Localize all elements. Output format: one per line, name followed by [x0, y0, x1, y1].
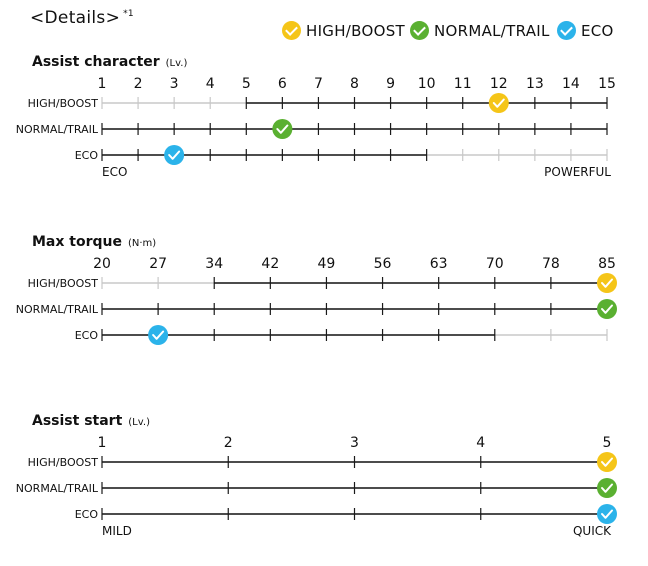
chart-title: Assist start (Lv.): [32, 413, 150, 429]
level-marker: [164, 145, 185, 165]
tick-label: 7: [314, 76, 323, 92]
row-label: ECO: [75, 329, 99, 342]
tick-label: 13: [526, 76, 544, 92]
legend-item-normal-trail: NORMAL/TRAIL: [410, 21, 550, 40]
check-icon: [601, 457, 613, 467]
scale-end-right: QUICK: [573, 524, 612, 538]
tick-label: 85: [598, 256, 616, 272]
tick-label: 78: [542, 256, 560, 272]
level-marker: [272, 119, 293, 139]
tick-label: 14: [562, 76, 580, 92]
check-icon: [410, 21, 429, 40]
row-label: NORMAL/TRAIL: [16, 482, 99, 495]
check-icon: [601, 509, 613, 519]
tick-label: 20: [93, 256, 111, 272]
level-marker: [597, 478, 617, 498]
legend-label: NORMAL/TRAIL: [434, 21, 550, 40]
check-icon: [601, 278, 613, 288]
check-icon: [276, 124, 289, 134]
tick-label: 3: [350, 435, 359, 451]
check-icon: [492, 98, 505, 108]
check-icon: [152, 330, 165, 340]
tick-label: 5: [603, 435, 612, 451]
check-icon: [601, 483, 613, 493]
tick-label: 9: [386, 76, 395, 92]
tick-label: 12: [490, 76, 508, 92]
check-icon: [601, 304, 613, 314]
legend-item-high-boost: HIGH/BOOST: [282, 21, 405, 40]
level-marker: [488, 93, 509, 113]
tick-label: 2: [224, 435, 233, 451]
tick-label: 6: [278, 76, 287, 92]
check-icon: [557, 21, 576, 40]
scale-end-left: MILD: [102, 524, 132, 538]
tick-label: 3: [170, 76, 179, 92]
tick-label: 8: [350, 76, 359, 92]
tick-label: 56: [374, 256, 392, 272]
tick-label: 27: [149, 256, 167, 272]
row-label: HIGH/BOOST: [28, 456, 99, 469]
chart-unit: (Lv.): [128, 417, 150, 428]
tick-label: 5: [242, 76, 251, 92]
level-marker: [597, 273, 617, 293]
chart-title: Assist character (Lv.): [32, 54, 187, 70]
row-label: NORMAL/TRAIL: [16, 303, 99, 316]
tick-label: 10: [418, 76, 436, 92]
level-marker: [148, 325, 169, 345]
legend-item-eco: ECO: [557, 21, 614, 40]
tick-label: 63: [430, 256, 448, 272]
tick-label: 2: [134, 76, 143, 92]
legend-label: HIGH/BOOST: [306, 21, 405, 40]
scale-end-right: POWERFUL: [544, 165, 611, 179]
tick-label: 1: [98, 76, 107, 92]
legend-label: ECO: [581, 21, 614, 40]
page-title: <Details> *1: [30, 8, 134, 28]
level-marker: [597, 504, 617, 524]
row-label: ECO: [75, 149, 99, 162]
tick-label: 4: [476, 435, 485, 451]
scale-end-left: ECO: [102, 165, 127, 179]
row-label: NORMAL/TRAIL: [16, 123, 99, 136]
chart-title: Max torque (N·m): [32, 234, 156, 250]
tick-label: 34: [205, 256, 223, 272]
check-icon: [282, 21, 301, 40]
tick-label: 15: [598, 76, 616, 92]
row-label: ECO: [75, 508, 99, 521]
row-label: HIGH/BOOST: [28, 277, 99, 290]
chart-unit: (N·m): [128, 238, 156, 249]
tick-label: 1: [98, 435, 107, 451]
row-label: HIGH/BOOST: [28, 97, 99, 110]
tick-label: 42: [261, 256, 279, 272]
chart-unit: (Lv.): [166, 58, 188, 69]
page-title-text: <Details>: [30, 8, 121, 28]
footnote-mark: *1: [123, 9, 134, 19]
tick-label: 11: [454, 76, 472, 92]
level-marker: [597, 299, 617, 319]
tick-label: 4: [206, 76, 215, 92]
level-marker: [597, 452, 617, 472]
check-icon: [168, 150, 181, 160]
tick-label: 70: [486, 256, 504, 272]
tick-label: 49: [318, 256, 336, 272]
